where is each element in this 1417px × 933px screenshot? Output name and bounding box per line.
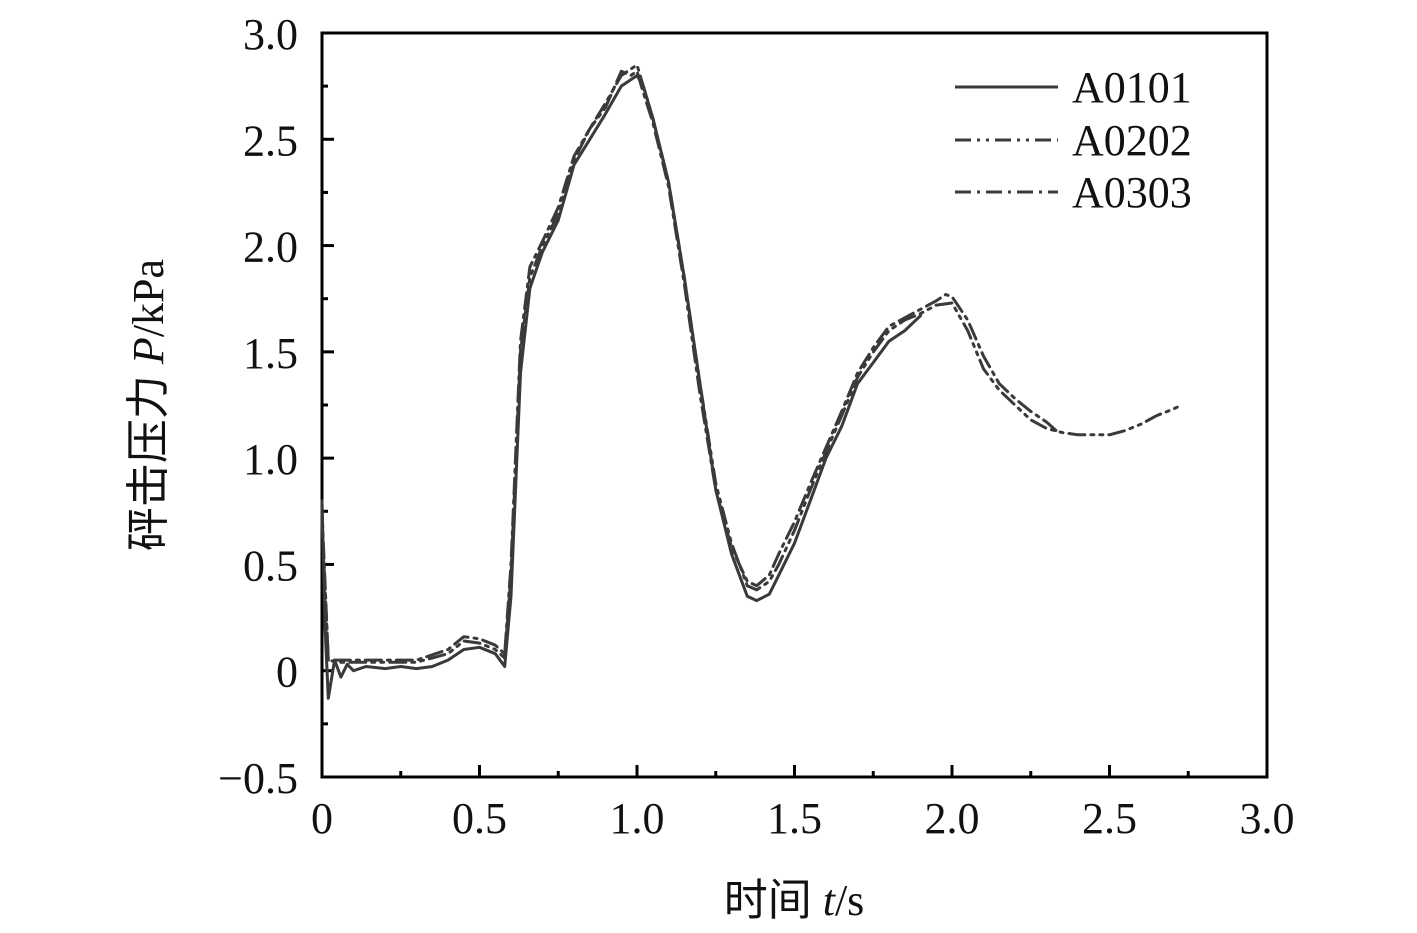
x-axis-title: 时间 t/s xyxy=(724,876,865,925)
series-layer xyxy=(320,63,1184,700)
y-tick-label: 1.0 xyxy=(243,435,298,484)
y-tick-label: −0.5 xyxy=(218,754,298,803)
x-tick-label: 2.5 xyxy=(1082,794,1137,843)
x-tick-label: 2.0 xyxy=(925,794,980,843)
legend: A0101 A0202 A0303 xyxy=(955,63,1192,217)
x-tick-label: 0.5 xyxy=(452,794,507,843)
x-tick-label: 1.5 xyxy=(767,794,822,843)
y-tick-label: 3.0 xyxy=(243,10,298,59)
legend-label-a0101: A0101 xyxy=(1072,63,1192,112)
x-tick-label: 3.0 xyxy=(1240,794,1295,843)
y-axis-title-unit: /kPa xyxy=(124,259,173,337)
y-tick-label: 2.0 xyxy=(243,223,298,272)
legend-label-a0303: A0303 xyxy=(1072,168,1192,217)
y-axis-ticks: −0.5 0 0.5 1.0 1.5 2.0 2.5 3.0 xyxy=(218,10,334,803)
y-tick-label: 0.5 xyxy=(243,541,298,590)
x-axis-title-var: t xyxy=(823,876,837,925)
y-axis-title-prefix: 砰击压力 xyxy=(124,364,173,551)
x-axis-title-prefix: 时间 xyxy=(724,876,823,925)
legend-label-a0202: A0202 xyxy=(1072,116,1192,165)
x-tick-label: 0 xyxy=(311,794,333,843)
series-line-a0303 xyxy=(320,69,1058,662)
y-tick-label: 1.5 xyxy=(243,329,298,378)
y-axis-title: 砰击压力 P/kPa xyxy=(124,259,173,551)
y-tick-label: 0 xyxy=(276,648,298,697)
series-line-a0202 xyxy=(320,63,1184,664)
x-axis-ticks: 0 0.5 1.0 1.5 2.0 2.5 3.0 xyxy=(311,765,1295,843)
y-axis-title-var: P xyxy=(124,337,173,365)
x-tick-label: 1.0 xyxy=(610,794,665,843)
y-tick-label: 2.5 xyxy=(243,116,298,165)
x-axis-title-unit: /s xyxy=(835,876,864,925)
series-line-a0101 xyxy=(320,74,922,700)
